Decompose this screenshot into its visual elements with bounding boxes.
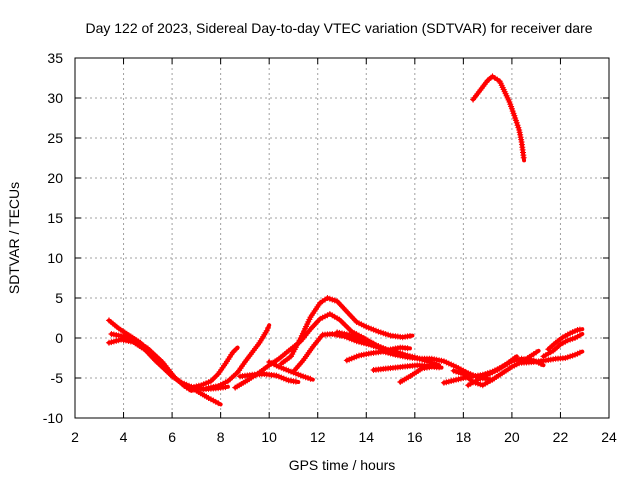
series-track-l (343, 348, 495, 383)
y-tick-label: 0 (55, 330, 63, 346)
chart-title: Day 122 of 2023, Sidereal Day-to-day VTE… (85, 20, 592, 36)
series-track-u (470, 73, 527, 163)
y-tick-label: 25 (47, 130, 63, 146)
y-tick-label: 20 (47, 170, 63, 186)
x-tick-label: 4 (120, 429, 128, 445)
data-point (533, 349, 540, 356)
series-track-n (397, 363, 444, 385)
data-point (292, 378, 299, 385)
data-point (436, 364, 443, 371)
series-band (106, 318, 230, 392)
data-point (215, 400, 222, 407)
data-point (404, 345, 411, 352)
x-tick-label: 2 (71, 429, 79, 445)
x-tick-label: 8 (217, 429, 225, 445)
series-track-d (188, 345, 240, 391)
grid-lines (75, 58, 609, 418)
x-tick-label: 20 (504, 429, 520, 445)
data-point (264, 325, 271, 331)
y-tick-label: 5 (55, 290, 63, 306)
series-band (451, 348, 541, 388)
y-axis-label: SDTVAR / TECUs (6, 182, 22, 294)
data-point (576, 332, 583, 339)
series-track-s (545, 326, 585, 353)
series-track-b (105, 336, 223, 407)
y-tick-label: -10 (43, 410, 63, 426)
y-tick-label: 15 (47, 210, 63, 226)
series-track-c (108, 331, 194, 393)
series-track-i (278, 295, 415, 367)
plot-frame (74, 57, 610, 419)
data-point (307, 375, 314, 382)
x-tick-label: 10 (261, 429, 277, 445)
data-point (233, 346, 240, 353)
x-tick-label: 24 (601, 429, 617, 445)
data-point (263, 327, 270, 334)
y-axis: -10 -5 0 5 10 15 20 25 30 35 (43, 50, 609, 426)
x-axis: 2 4 6 8 10 12 14 16 18 20 22 24 (71, 58, 617, 445)
x-tick-label: 18 (456, 429, 472, 445)
y-tick-label: 30 (47, 90, 63, 106)
data-point (576, 349, 583, 356)
series-track-q (465, 354, 519, 389)
y-tick-label: 10 (47, 250, 63, 266)
series-track-f (237, 371, 301, 385)
series-track-t (540, 332, 585, 360)
x-tick-label: 12 (310, 429, 326, 445)
series-track-r (518, 349, 585, 366)
x-tick-label: 22 (553, 429, 569, 445)
data-point (511, 354, 518, 361)
data-point (520, 154, 527, 161)
plot-area (105, 73, 585, 407)
y-tick-label: 35 (47, 50, 63, 66)
data-point (406, 333, 413, 339)
y-tick-label: -5 (51, 370, 64, 386)
x-tick-label: 16 (407, 429, 423, 445)
series-track-p (450, 348, 541, 389)
x-axis-label: GPS time / hours (289, 457, 396, 473)
series-track-e (203, 323, 272, 392)
data-point (576, 326, 583, 333)
x-tick-label: 6 (168, 429, 176, 445)
x-tick-label: 14 (358, 429, 374, 445)
